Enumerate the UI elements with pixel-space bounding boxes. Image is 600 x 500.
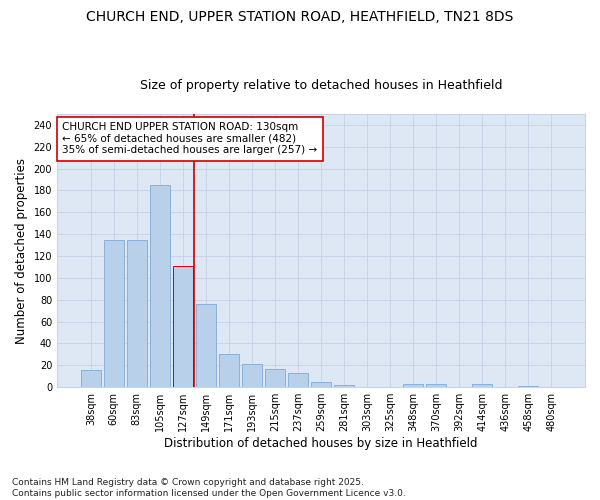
X-axis label: Distribution of detached houses by size in Heathfield: Distribution of detached houses by size … [164,437,478,450]
Bar [472,384,492,387]
Bar [311,382,331,387]
Bar [403,384,423,387]
Bar [427,384,446,387]
Bar [265,368,285,387]
Bar [288,373,308,387]
Bar [150,185,170,387]
Bar [173,266,193,387]
Bar [196,304,216,387]
Bar [219,354,239,387]
Y-axis label: Number of detached properties: Number of detached properties [15,158,28,344]
Bar [518,386,538,387]
Text: CHURCH END, UPPER STATION ROAD, HEATHFIELD, TN21 8DS: CHURCH END, UPPER STATION ROAD, HEATHFIE… [86,10,514,24]
Bar [81,370,101,387]
Bar [334,385,354,387]
Bar [127,240,146,387]
Bar [104,240,124,387]
Title: Size of property relative to detached houses in Heathfield: Size of property relative to detached ho… [140,79,502,92]
Bar [242,364,262,387]
Text: Contains HM Land Registry data © Crown copyright and database right 2025.
Contai: Contains HM Land Registry data © Crown c… [12,478,406,498]
Text: CHURCH END UPPER STATION ROAD: 130sqm
← 65% of detached houses are smaller (482): CHURCH END UPPER STATION ROAD: 130sqm ← … [62,122,317,156]
